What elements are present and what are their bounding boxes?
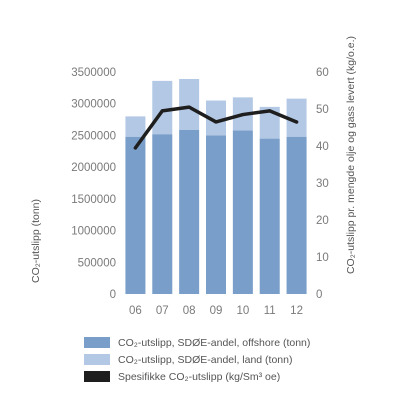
y2-tick-label: 0 [316, 289, 322, 301]
bar-land-08 [179, 78, 200, 130]
legend-item-offshore: CO₂-utslipp, SDØE-andel, offshore (tonn) [84, 334, 310, 351]
bar-offshore-07 [152, 134, 173, 294]
x-tick-label: 06 [129, 305, 142, 317]
line-point-12 [294, 120, 299, 124]
tick-group: 0 500000 1000000 1500000 2000000 2500000 30000… [71, 67, 329, 317]
y-tick-label: 1500000 [71, 194, 116, 206]
line-group [133, 105, 299, 150]
line-point-08 [187, 105, 191, 109]
bar-offshore-12 [286, 136, 307, 294]
legend-item-land: CO₂-utslipp, SDØE-andel, land (tonn) [84, 351, 310, 368]
legend: CO₂-utslipp, SDØE-andel, offshore (tonn)… [84, 334, 310, 385]
y-tick-label: 2000000 [71, 162, 116, 174]
x-tick-label: 09 [210, 305, 223, 317]
bar-group [125, 78, 307, 294]
y2-tick-label: 10 [316, 252, 329, 264]
legend-label-land: CO₂-utslipp, SDØE-andel, land (tonn) [118, 353, 293, 366]
y2-tick-label: 50 [316, 104, 329, 116]
bar-land-07 [152, 80, 173, 135]
y2-axis-title: CO₂-utslipp pr. mengde olje og gass leve… [345, 36, 357, 274]
y2-tick-label: 40 [316, 141, 329, 153]
bar-offshore-10 [232, 130, 253, 294]
y-tick-label: 3500000 [71, 67, 116, 79]
bar-land-06 [125, 116, 146, 137]
y-axis-title: CO₂-utslipp (tonn) [30, 199, 42, 283]
line-point-11 [268, 109, 272, 113]
legend-swatch-land [84, 354, 110, 365]
line-point-10 [241, 112, 245, 117]
x-tick-label: 08 [183, 305, 196, 317]
bar-offshore-09 [206, 135, 226, 294]
line-point-09 [214, 120, 218, 124]
bar-offshore-08 [179, 129, 200, 294]
x-tick-label: 12 [290, 305, 303, 317]
line-point-06 [133, 146, 138, 150]
y2-tick-label: 20 [316, 215, 329, 227]
y2-tick-label: 30 [316, 178, 329, 190]
y-tick-label: 1000000 [71, 226, 116, 238]
bar-offshore-06 [125, 136, 146, 294]
bar-offshore-11 [259, 138, 280, 294]
legend-label-specific: Spesifikke CO₂-utslipp (kg/Sm³ oe) [118, 370, 281, 383]
x-tick-label: 11 [264, 305, 276, 317]
bar-land-12 [286, 98, 307, 137]
bar-land-11 [259, 106, 280, 139]
legend-label-offshore: CO₂-utslipp, SDØE-andel, offshore (tonn) [118, 336, 311, 349]
line-point-07 [160, 109, 164, 113]
x-tick-label: 07 [156, 305, 169, 317]
legend-swatch-specific [84, 371, 110, 382]
legend-item-specific: Spesifikke CO₂-utslipp (kg/Sm³ oe) [84, 368, 310, 385]
y-tick-label: 500000 [78, 257, 116, 269]
bar-land-09 [206, 100, 226, 136]
y-tick-label: 2500000 [71, 130, 116, 142]
y-tick-label: 3000000 [71, 99, 116, 111]
legend-swatch-offshore [84, 337, 110, 348]
y2-tick-label: 60 [316, 67, 329, 79]
x-tick-label: 10 [236, 305, 249, 317]
y-tick-label: 0 [110, 289, 116, 301]
